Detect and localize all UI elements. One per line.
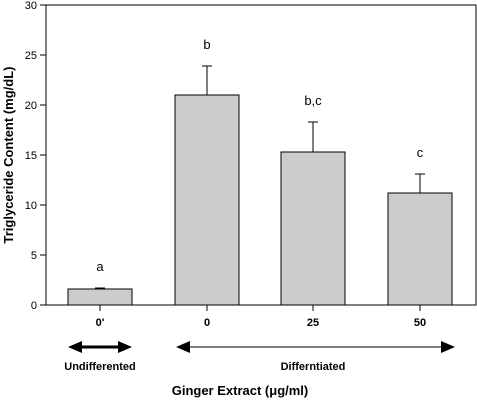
bar-2: [280, 151, 346, 306]
x-tick-label-3: 50: [414, 317, 426, 329]
bar-0: [67, 288, 133, 306]
y-tick-label-5: 25: [25, 50, 37, 62]
x-axis: 0' 0 25 50: [96, 305, 426, 329]
bar-3: [387, 192, 453, 306]
y-tick-label-3: 15: [25, 150, 37, 162]
significance-label-2: b,c: [304, 93, 322, 108]
y-tick-label-6: 30: [25, 0, 37, 12]
significance-label-3: c: [417, 145, 424, 160]
x-tick-label-2: 25: [307, 317, 319, 329]
group-arrow-0: [68, 341, 132, 353]
y-tick-label-4: 20: [25, 100, 37, 112]
group-arrow-1: [176, 341, 455, 353]
group-annotations: Undifferented Differntiated: [64, 341, 455, 373]
group-label-0: Undifferented: [64, 361, 136, 373]
x-tick-label-0: 0': [96, 317, 105, 329]
y-tick-label-2: 10: [25, 200, 37, 212]
plot-area: a b b,c c: [45, 4, 477, 306]
y-tick-label-0: 0: [31, 300, 37, 312]
significance-label-0: a: [96, 259, 104, 274]
y-axis: 0 5 10 15 20 25 30: [25, 0, 46, 312]
group-arrow-1-right-head: [441, 341, 455, 353]
group-arrow-1-left-head: [176, 341, 190, 353]
bar-1: [174, 94, 240, 306]
y-axis-label: Triglyceride Content (mg/dL): [1, 67, 16, 244]
y-tick-label-1: 5: [31, 250, 37, 262]
group-arrow-0-left-head: [68, 341, 82, 353]
group-arrow-0-right-head: [118, 341, 132, 353]
x-tick-label-1: 0: [204, 317, 210, 329]
x-axis-label: Ginger Extract (μg/ml): [172, 383, 309, 398]
group-label-1: Differntiated: [281, 361, 346, 373]
significance-label-1: b: [203, 37, 210, 52]
